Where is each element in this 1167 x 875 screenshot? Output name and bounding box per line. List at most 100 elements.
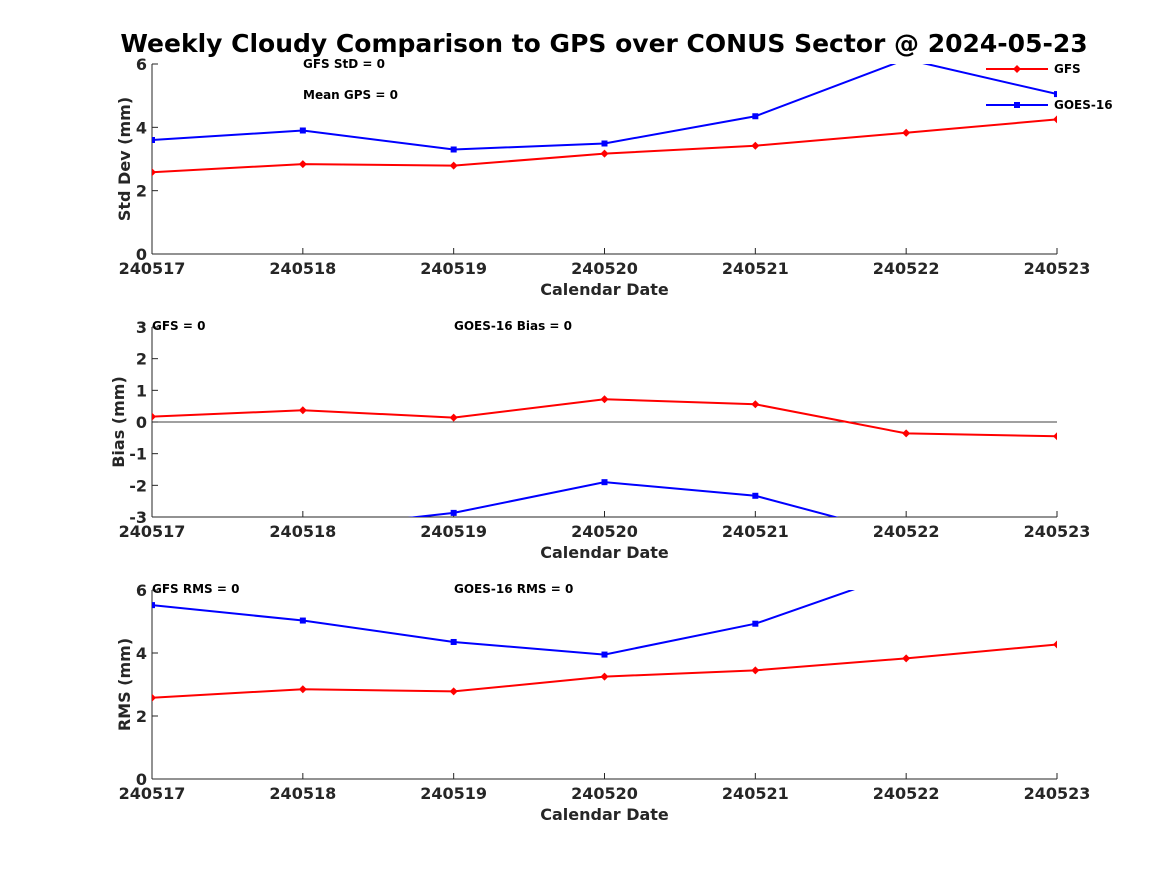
data-point-gfs <box>152 693 156 702</box>
series-line-goes-16 <box>152 590 856 656</box>
annotation: GOES-16 Bias = 0 <box>454 319 572 333</box>
data-point-goes-16 <box>450 509 457 516</box>
x-tick-label: 240522 <box>873 784 940 803</box>
y-tick-label: 6 <box>136 55 147 74</box>
data-point-goes-16 <box>752 492 759 499</box>
y-tick-label: 6 <box>136 581 147 600</box>
x-tick-label: 240522 <box>873 522 940 541</box>
x-tick-label: 240519 <box>420 259 487 278</box>
data-point-goes-16 <box>299 127 306 134</box>
data-point-gfs <box>600 149 609 158</box>
legend-marker <box>1013 65 1021 73</box>
y-axis-label: RMS (mm) <box>115 638 134 731</box>
x-tick-label: 240520 <box>571 784 638 803</box>
x-tick-label: 240517 <box>119 784 186 803</box>
chart-panel-3: 0 2 4 6 240517 240518 240519 240520 240521 240522… <box>115 562 1091 824</box>
x-tick-label: 240521 <box>722 259 789 278</box>
annotation: GFS RMS = 0 <box>152 582 239 596</box>
data-point-gfs <box>152 168 156 177</box>
x-axis-label: Calendar Date <box>540 280 669 299</box>
data-point-gfs <box>751 141 760 150</box>
annotation: GFS = 0 <box>152 319 205 333</box>
data-point-goes-16 <box>601 140 608 147</box>
data-point-gfs <box>449 161 458 170</box>
data-point-gfs <box>751 666 760 675</box>
x-tick-label: 240519 <box>420 784 487 803</box>
y-tick-label: 2 <box>136 182 147 201</box>
series-line-gfs <box>152 398 1057 438</box>
plot-area <box>152 562 1060 702</box>
x-tick-label: 240517 <box>119 259 186 278</box>
x-axis-label: Calendar Date <box>540 543 669 562</box>
x-tick-label: 240519 <box>420 522 487 541</box>
x-tick-label: 240520 <box>571 522 638 541</box>
data-point-gfs <box>449 413 458 422</box>
series-line-goes-16 <box>152 64 1057 151</box>
y-tick-label: 0 <box>136 245 147 264</box>
data-point-goes-16 <box>450 146 457 153</box>
x-tick-label: 240523 <box>1024 259 1091 278</box>
x-tick-label: 240523 <box>1024 522 1091 541</box>
x-tick-label: 240521 <box>722 784 789 803</box>
y-tick-label: 0 <box>136 413 147 432</box>
y-tick-label: 2 <box>136 707 147 726</box>
data-point-gfs <box>152 412 156 421</box>
data-point-gfs <box>600 672 609 681</box>
data-point-gfs <box>1053 115 1057 124</box>
y-tick-label: 1 <box>136 381 147 400</box>
annotation: Mean GPS = 0 <box>303 88 398 102</box>
legend-marker <box>1014 102 1020 108</box>
data-point-gfs <box>449 687 458 696</box>
x-tick-label: 240520 <box>571 259 638 278</box>
y-tick-label: -1 <box>129 445 147 464</box>
y-axis-label: Bias (mm) <box>109 376 128 468</box>
data-point-goes-16 <box>601 651 608 658</box>
x-tick-label: 240523 <box>1024 784 1091 803</box>
y-tick-label: 3 <box>136 318 147 337</box>
data-point-gfs <box>902 654 911 663</box>
legend: GFS GOES-16 <box>986 62 1113 112</box>
data-point-goes-16 <box>1054 562 1060 568</box>
x-tick-label: 240522 <box>873 259 940 278</box>
data-point-goes-16 <box>299 617 306 624</box>
data-point-goes-16 <box>752 113 759 120</box>
x-tick-label: 240518 <box>269 784 336 803</box>
data-point-goes-16 <box>152 137 155 143</box>
data-point-gfs <box>298 685 307 694</box>
x-axis-label: Calendar Date <box>540 805 669 824</box>
x-tick-label: 240521 <box>722 522 789 541</box>
data-point-goes-16 <box>450 638 457 645</box>
data-point-goes-16 <box>752 620 759 627</box>
annotation: GOES-16 RMS = 0 <box>454 582 573 596</box>
y-tick-label: 4 <box>136 118 147 137</box>
data-point-gfs <box>902 429 911 438</box>
chart-panel-2: -3 -2 -1 0 1 2 3 240517 240518 240519 240520 240521… <box>109 318 1090 562</box>
data-point-gfs <box>298 406 307 415</box>
data-point-gfs <box>1053 640 1057 649</box>
legend-label: GFS <box>1054 62 1081 76</box>
data-point-goes-16 <box>152 602 155 609</box>
data-point-gfs <box>751 400 760 409</box>
data-point-goes-16 <box>601 479 608 486</box>
legend-label: GOES-16 <box>1054 98 1113 112</box>
annotation: GFS StD = 0 <box>303 57 385 71</box>
data-point-gfs <box>298 160 307 169</box>
chart-panel-1: 0 2 4 6 240517 240518 240519 240520 240521 240522… <box>115 55 1090 299</box>
x-tick-label: 240518 <box>269 522 336 541</box>
x-tick-label: 240518 <box>269 259 336 278</box>
x-tick-label: 240517 <box>119 522 186 541</box>
y-tick-label: 4 <box>136 644 147 663</box>
y-axis-label: Std Dev (mm) <box>115 97 134 221</box>
y-tick-label: 2 <box>136 350 147 369</box>
plot-area <box>152 64 1057 177</box>
data-point-goes-16 <box>903 568 909 574</box>
y-tick-label: 0 <box>136 770 147 789</box>
data-point-goes-16 <box>1054 546 1060 552</box>
plot-area <box>152 395 1060 552</box>
data-point-gfs <box>1053 432 1057 441</box>
data-point-gfs <box>902 128 911 137</box>
y-tick-label: -2 <box>129 476 147 495</box>
y-tick-label: -3 <box>129 508 147 527</box>
data-point-goes-16 <box>1054 91 1057 98</box>
